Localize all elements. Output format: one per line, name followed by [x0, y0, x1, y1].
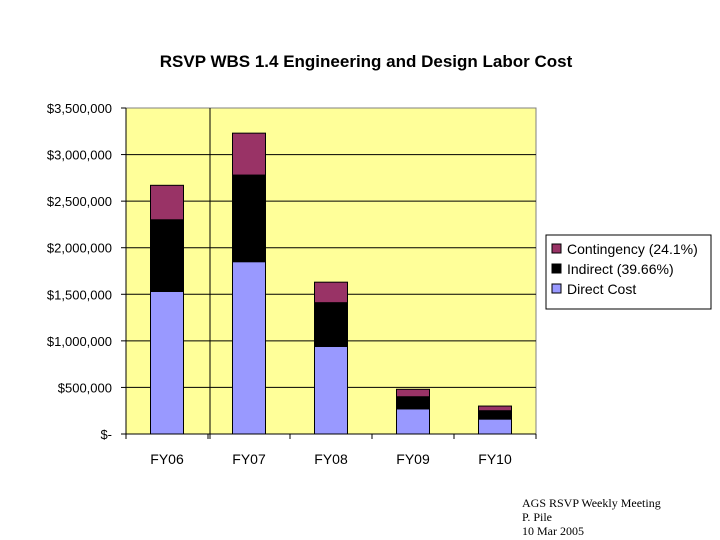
- legend-label: Direct Cost: [567, 281, 636, 297]
- chart-title: RSVP WBS 1.4 Engineering and Design Labo…: [160, 52, 573, 71]
- legend-swatch: [551, 243, 562, 254]
- y-tick-label: $-: [100, 427, 112, 442]
- bar-segment-direct-fy07: [232, 261, 266, 435]
- legend: Contingency (24.1%) Indirect (39.66%) Dire…: [545, 234, 712, 310]
- bar-segment-contingency-fy09: [396, 388, 430, 398]
- bar-segment-indirect-fy06: [150, 219, 184, 292]
- y-tick-label: $500,000: [58, 380, 112, 395]
- x-tick-label: FY06: [150, 451, 184, 467]
- bar-segment-indirect-fy10: [478, 410, 512, 420]
- y-tick-label: $3,500,000: [47, 101, 112, 116]
- footer-meeting: AGS RSVP Weekly Meeting: [522, 496, 661, 510]
- legend-box: [545, 234, 712, 310]
- bar-segment-indirect-fy08: [314, 302, 348, 347]
- footer: AGS RSVP Weekly Meeting P. Pile 10 Mar 2…: [522, 496, 661, 538]
- bar-segment-indirect-fy09: [396, 396, 430, 410]
- x-tick-label: FY08: [314, 451, 348, 467]
- y-tick-label: $1,000,000: [47, 334, 112, 349]
- x-tick-label: FY09: [396, 451, 430, 467]
- y-tick-label: $3,000,000: [47, 148, 112, 163]
- x-tick-label: FY07: [232, 451, 266, 467]
- legend-swatch: [551, 283, 562, 294]
- bar-segment-contingency-fy07: [232, 132, 266, 176]
- bar-segment-indirect-fy07: [232, 174, 266, 263]
- y-tick-label: $1,500,000: [47, 287, 112, 302]
- gridlines: [126, 154, 536, 388]
- y-tick-label: $2,000,000: [47, 241, 112, 256]
- x-tick-label: FY10: [478, 451, 512, 467]
- bar-segment-direct-fy10: [478, 418, 512, 435]
- y-tick-label: $2,500,000: [47, 194, 112, 209]
- bar-segment-direct-fy09: [396, 408, 430, 435]
- axes: $- $500,000 $1,000,000 $1,500,000 $2,000,000…: [47, 101, 537, 467]
- bar-segment-contingency-fy08: [314, 281, 348, 304]
- bars: [150, 132, 512, 435]
- bar-segment-contingency-fy10: [478, 405, 512, 412]
- legend-swatch: [551, 263, 562, 274]
- footer-author: P. Pile: [522, 510, 553, 524]
- footer-date: 10 Mar 2005: [522, 524, 584, 538]
- bar-segment-contingency-fy06: [150, 184, 184, 221]
- bar-segment-direct-fy08: [314, 345, 348, 435]
- legend-label: Indirect (39.66%): [567, 261, 674, 277]
- bar-segment-direct-fy06: [150, 290, 184, 435]
- legend-label: Contingency (24.1%): [567, 241, 698, 257]
